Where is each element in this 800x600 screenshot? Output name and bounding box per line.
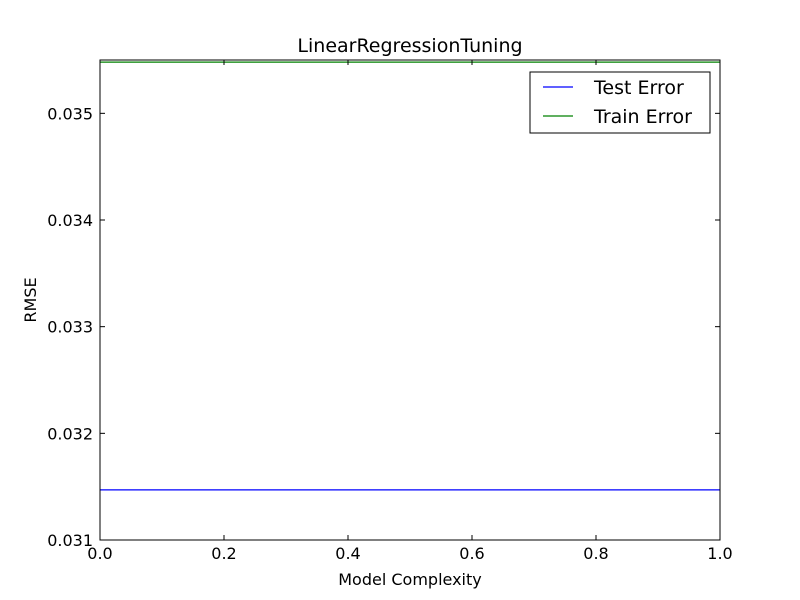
y-tick-label: 0.034 [47, 211, 93, 230]
y-axis-label: RMSE [21, 277, 40, 322]
chart-title: LinearRegressionTuning [297, 35, 522, 57]
series-layer [100, 61, 720, 491]
legend-label: Test Error [593, 77, 684, 99]
x-axis-label: Model Complexity [338, 570, 482, 589]
x-tick-label: 0.6 [459, 544, 484, 563]
x-axis-ticks: 0.0 0.2 0.4 0.6 0.8 1.0 [87, 60, 733, 563]
legend-label: Train Error [593, 106, 692, 128]
x-tick-label: 0.2 [211, 544, 236, 563]
x-tick-label: 0.8 [583, 544, 608, 563]
y-tick-label: 0.031 [47, 531, 93, 550]
plot-frame [99, 59, 721, 541]
y-tick-label: 0.033 [47, 318, 93, 337]
legend-box [529, 71, 711, 134]
legend: Test Error Train Error [529, 71, 711, 134]
x-tick-label: 0.0 [87, 544, 112, 563]
x-tick-label: 0.4 [335, 544, 360, 563]
x-tick-label: 1.0 [707, 544, 732, 563]
y-tick-label: 0.035 [47, 104, 93, 123]
y-axis-ticks: 0.031 0.032 0.033 0.034 0.035 [47, 104, 720, 550]
y-tick-label: 0.032 [47, 424, 93, 443]
